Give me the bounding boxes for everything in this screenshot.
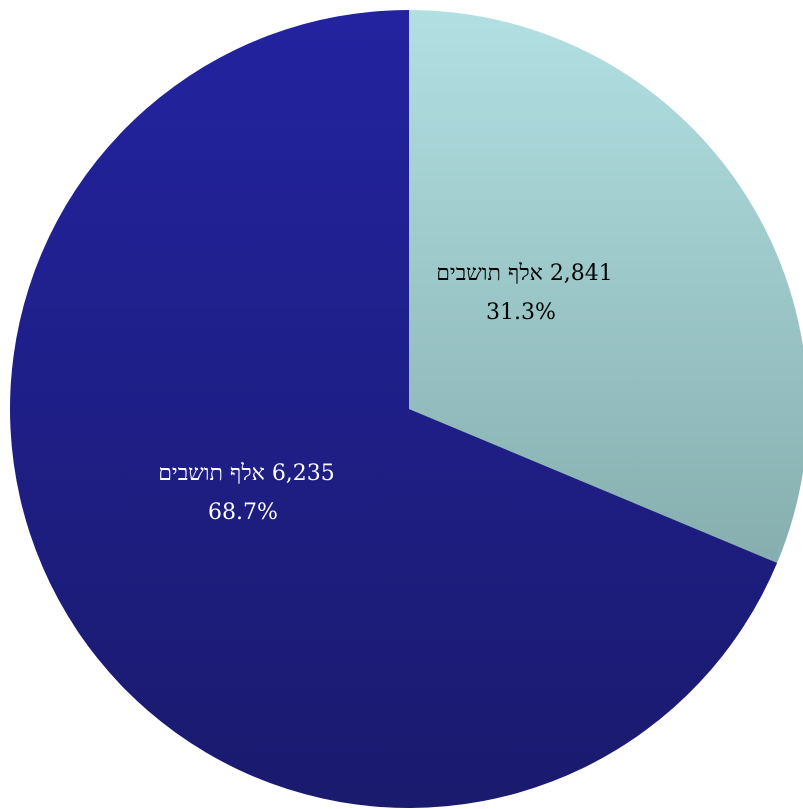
- pie-slice-2841: [409, 10, 803, 563]
- slice-label-2841: 2,841 אלף תושבים 31.3%: [429, 261, 613, 325]
- pie-slice-6235: [9, 10, 778, 809]
- slice-percent-label-2841: 31.3%: [486, 300, 556, 325]
- slice-value-label-2841: 2,841 אלף תושבים: [436, 261, 613, 286]
- slice-value-label-6235: 6,235 אלף תושבים: [158, 461, 335, 486]
- slice-percent-label-6235: 68.7%: [208, 500, 278, 525]
- slice-label-6235: 6,235 אלף תושבים 68.7%: [151, 461, 335, 525]
